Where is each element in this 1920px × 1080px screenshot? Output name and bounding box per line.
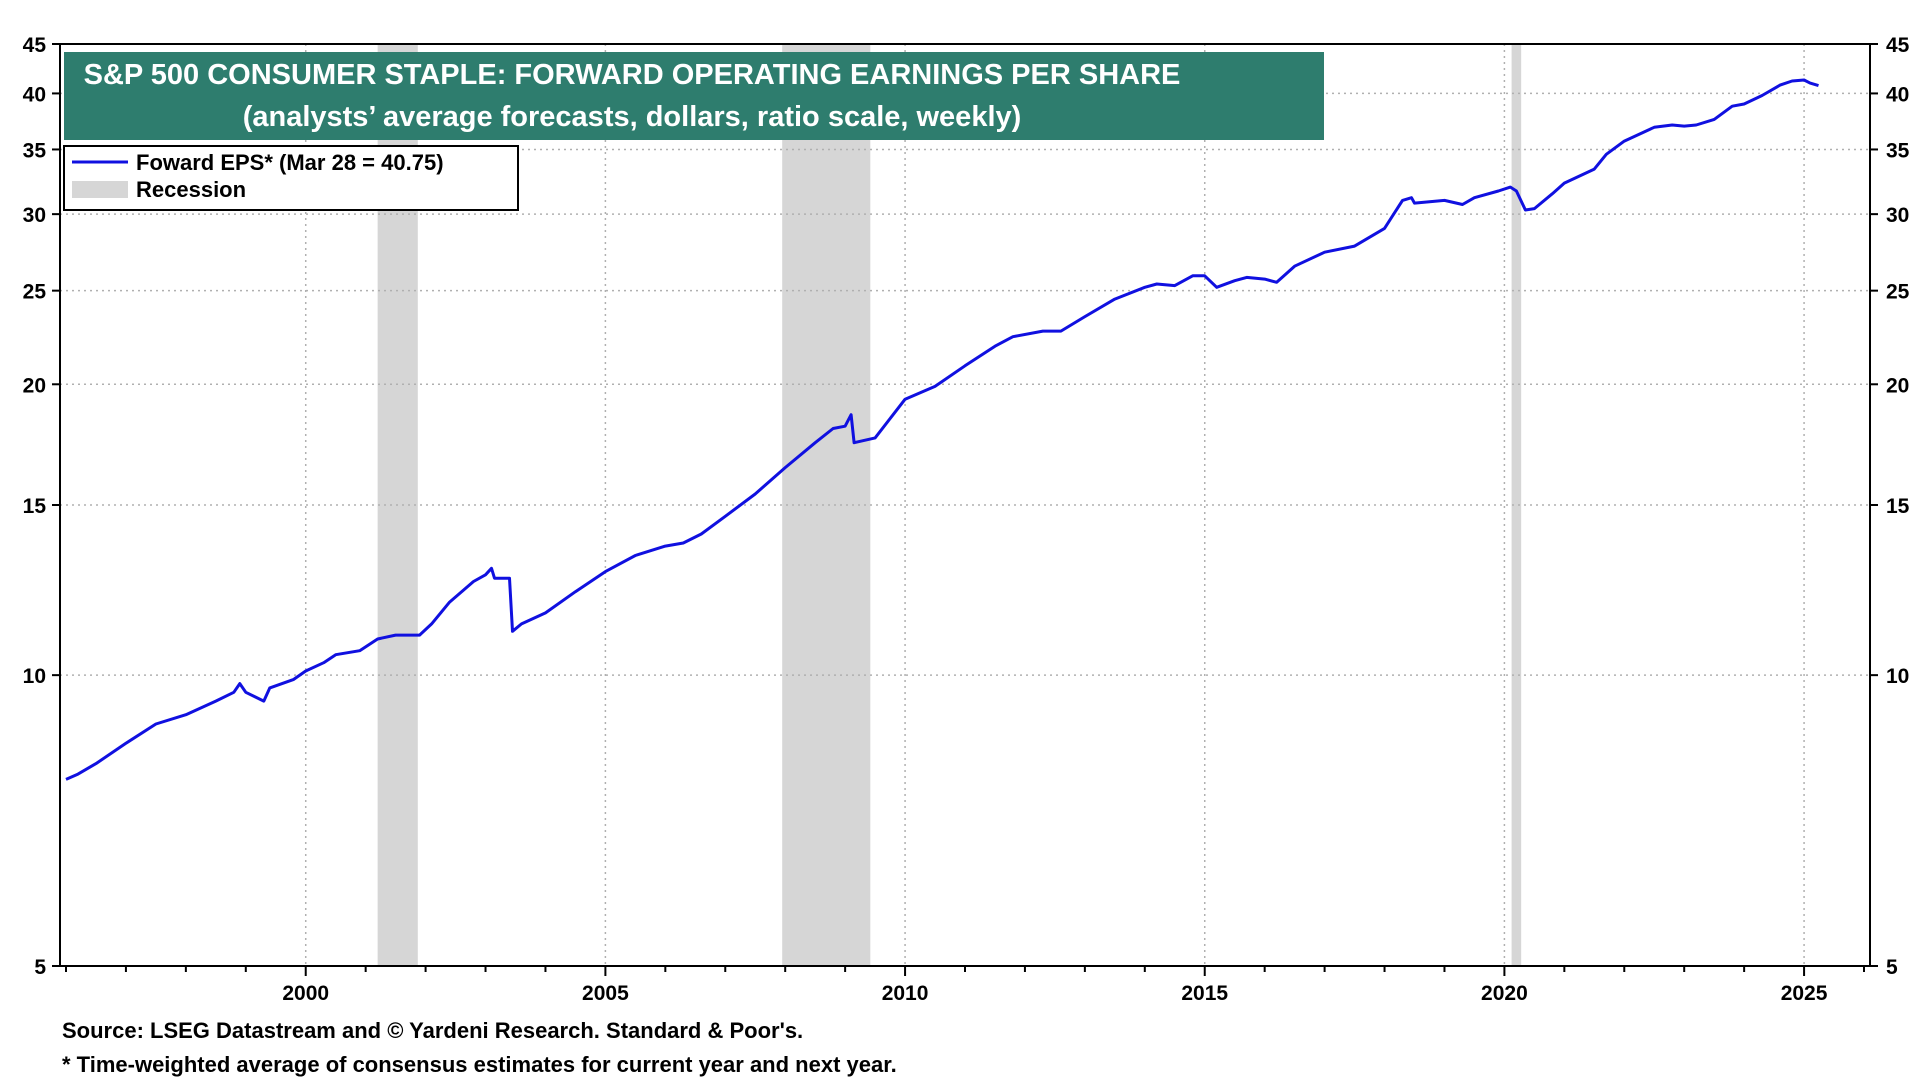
title-box: S&P 500 CONSUMER STAPLE: FORWARD OPERATI…	[64, 52, 1324, 140]
x-tick-label: 2010	[882, 982, 929, 1005]
chart-title: S&P 500 CONSUMER STAPLE: FORWARD OPERATI…	[84, 59, 1181, 91]
y-tick-label-right: 40	[1886, 83, 1909, 106]
source-note: Source: LSEG Datastream and © Yardeni Re…	[62, 1018, 804, 1043]
x-tick-label: 2005	[582, 982, 629, 1005]
x-tick-label: 2000	[282, 982, 329, 1005]
y-tick-label-left: 10	[23, 665, 46, 688]
y-tick-label-left: 20	[23, 374, 46, 397]
legend-label-eps: Foward EPS* (Mar 28 = 40.75)	[136, 150, 444, 175]
y-tick-label-left: 25	[23, 281, 47, 304]
y-tick-label-left: 40	[23, 83, 46, 106]
y-tick-label-left: 15	[23, 495, 47, 518]
recession-band	[782, 44, 871, 966]
series-line-forward-eps	[65, 78, 1819, 781]
x-tick-label: 2015	[1181, 982, 1228, 1005]
y-tick-label-left: 30	[23, 204, 46, 227]
legend: Foward EPS* (Mar 28 = 40.75) Recession	[63, 145, 519, 211]
y-tick-label-right: 5	[1886, 956, 1898, 979]
y-tick-label-right: 45	[1886, 34, 1910, 57]
title-background	[64, 52, 1324, 140]
legend-label-recession: Recession	[136, 177, 246, 202]
recession-band	[1511, 44, 1522, 966]
y-tick-label-right: 35	[1886, 139, 1910, 162]
chart-subtitle: (analysts’ average forecasts, dollars, r…	[243, 101, 1022, 133]
y-tick-label-left: 5	[34, 956, 46, 979]
footnote: * Time-weighted average of consensus est…	[62, 1052, 897, 1077]
y-tick-label-right: 10	[1886, 665, 1909, 688]
y-tick-label-left: 35	[23, 139, 47, 162]
y-tick-label-left: 45	[23, 34, 47, 57]
legend-box	[63, 145, 519, 211]
y-tick-label-right: 25	[1886, 281, 1910, 304]
x-tick-label: 2020	[1481, 982, 1528, 1005]
legend-recession-swatch	[72, 181, 128, 198]
y-tick-label-right: 15	[1886, 495, 1910, 518]
series-layer	[65, 78, 1819, 781]
y-tick-label-right: 20	[1886, 374, 1909, 397]
y-tick-label-right: 30	[1886, 204, 1909, 227]
x-tick-label: 2025	[1781, 982, 1828, 1005]
